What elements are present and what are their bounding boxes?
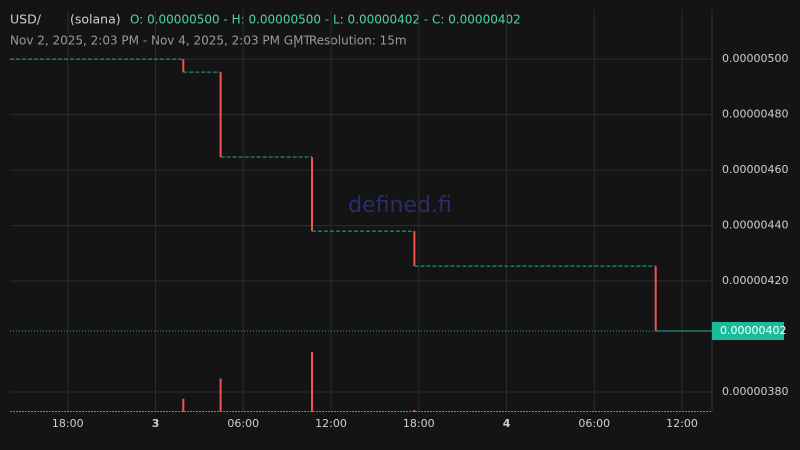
watermark: defined.fi <box>348 193 452 218</box>
volume-bar <box>219 378 222 412</box>
x-tick-label: 18:00 <box>403 417 435 430</box>
candle <box>182 59 185 73</box>
volume-bar <box>182 398 185 412</box>
candle <box>219 72 222 158</box>
x-tick-label: 06:00 <box>227 417 259 430</box>
x-tick-label: 4 <box>503 417 511 430</box>
y-tick-label: 0.00000420 <box>722 274 788 287</box>
resolution: Resolution: 15m <box>309 34 407 48</box>
x-tick-label: 06:00 <box>578 417 610 430</box>
ohlc: O: 0.00000500 - H: 0.00000500 - L: 0.000… <box>130 13 521 27</box>
y-tick-label: 0.00000440 <box>722 219 788 232</box>
x-tick-label: 18:00 <box>52 417 84 430</box>
x-tick-label: 12:00 <box>315 417 347 430</box>
x-tick-label: 12:00 <box>666 417 698 430</box>
y-tick-label: 0.00000500 <box>722 52 788 65</box>
symbol: USD/ <box>10 12 42 27</box>
candle <box>311 157 314 232</box>
y-tick-label: 0.00000480 <box>722 108 788 121</box>
separator: | <box>293 34 297 48</box>
last-price-badge <box>712 321 784 340</box>
candle <box>654 266 657 331</box>
volume-bar <box>311 352 314 412</box>
volume-bar <box>413 409 416 412</box>
chain: (solana) <box>70 12 121 27</box>
y-tick-label: 0.00000460 <box>722 163 788 176</box>
candle <box>413 231 416 267</box>
y-tick-label: 0.00000380 <box>722 385 788 398</box>
date-range: Nov 2, 2025, 2:03 PM - Nov 4, 2025, 2:03… <box>10 34 311 48</box>
last-price-label: 0.00000402 <box>720 324 786 337</box>
x-tick-label: 3 <box>152 417 160 430</box>
